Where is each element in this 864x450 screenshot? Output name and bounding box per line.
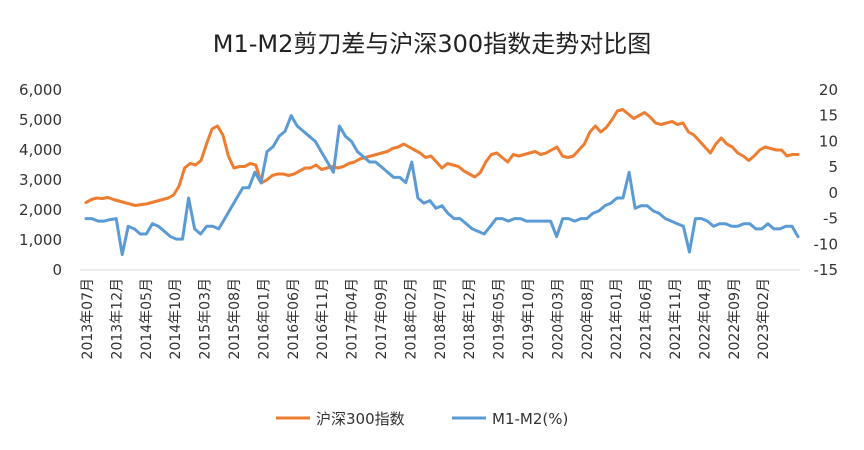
right-tick-label: 0 — [828, 184, 838, 202]
left-tick-label: 4,000 — [19, 141, 62, 159]
left-tick-label: 2,000 — [19, 201, 62, 219]
x-tick-label: 2020年08月 — [580, 278, 596, 359]
left-tick-label: 1,000 — [19, 231, 62, 249]
x-tick-label: 2013年12月 — [109, 278, 125, 359]
right-tick-label: -5 — [823, 210, 838, 228]
x-tick-label: 2014年05月 — [139, 278, 155, 359]
legend-label-m1m2: M1-M2(%) — [492, 410, 568, 428]
right-tick-label: 20 — [819, 81, 838, 99]
chart-title: M1-M2剪刀差与沪深300指数走势对比图 — [213, 30, 651, 58]
x-tick-label: 2016年01月 — [256, 278, 272, 359]
x-tick-label: 2023年02月 — [756, 278, 772, 359]
x-tick-label: 2020年03月 — [550, 278, 566, 359]
right-tick-label: 15 — [819, 107, 838, 125]
legend-label-csi300: 沪深300指数 — [316, 410, 405, 428]
x-tick-label: 2014年10月 — [168, 278, 184, 359]
x-tick-label: 2017年04月 — [345, 278, 361, 359]
series-line-m1m2 — [84, 114, 800, 257]
x-tick-label: 2018年12月 — [462, 278, 478, 359]
x-tick-label: 2021年11月 — [668, 278, 684, 359]
x-tick-label: 2019年05月 — [492, 278, 508, 359]
right-tick-label: 5 — [828, 158, 838, 176]
left-tick-label: 6,000 — [19, 81, 62, 99]
left-tick-label: 0 — [52, 261, 62, 279]
right-tick-label: 10 — [819, 132, 838, 150]
x-tick-label: 2016年06月 — [286, 278, 302, 359]
left-axis: 0 1,000 2,000 3,000 4,000 5,000 6,000 — [19, 81, 62, 279]
legend: 沪深300指数 M1-M2(%) — [276, 410, 568, 428]
x-tick-label: 2015年03月 — [198, 278, 214, 359]
x-tick-label: 2021年06月 — [639, 278, 655, 359]
x-tick-label: 2013年07月 — [80, 278, 96, 359]
x-tick-label: 2021年01月 — [609, 278, 625, 359]
left-tick-label: 5,000 — [19, 111, 62, 129]
x-tick-label: 2016年11月 — [315, 278, 331, 359]
right-axis: -15 -10 -5 0 5 10 15 20 — [814, 81, 839, 279]
x-tick-label: 2017年09月 — [374, 278, 390, 359]
series-line-csi300 — [84, 108, 800, 207]
x-tick-label: 2018年02月 — [403, 278, 419, 359]
x-axis: 2013年07月 2013年12月 2014年05月 2014年10月 2015年03月… — [80, 269, 800, 359]
right-tick-label: -10 — [814, 235, 839, 253]
series-layer — [84, 108, 800, 257]
x-tick-label: 2022年09月 — [727, 278, 743, 359]
x-tick-label: 2022年04月 — [697, 278, 713, 359]
left-tick-label: 3,000 — [19, 171, 62, 189]
x-tick-label: 2019年10月 — [521, 278, 537, 359]
x-tick-label: 2018年07月 — [433, 278, 449, 359]
x-tick-label: 2015年08月 — [227, 278, 243, 359]
right-tick-label: -15 — [814, 261, 839, 279]
